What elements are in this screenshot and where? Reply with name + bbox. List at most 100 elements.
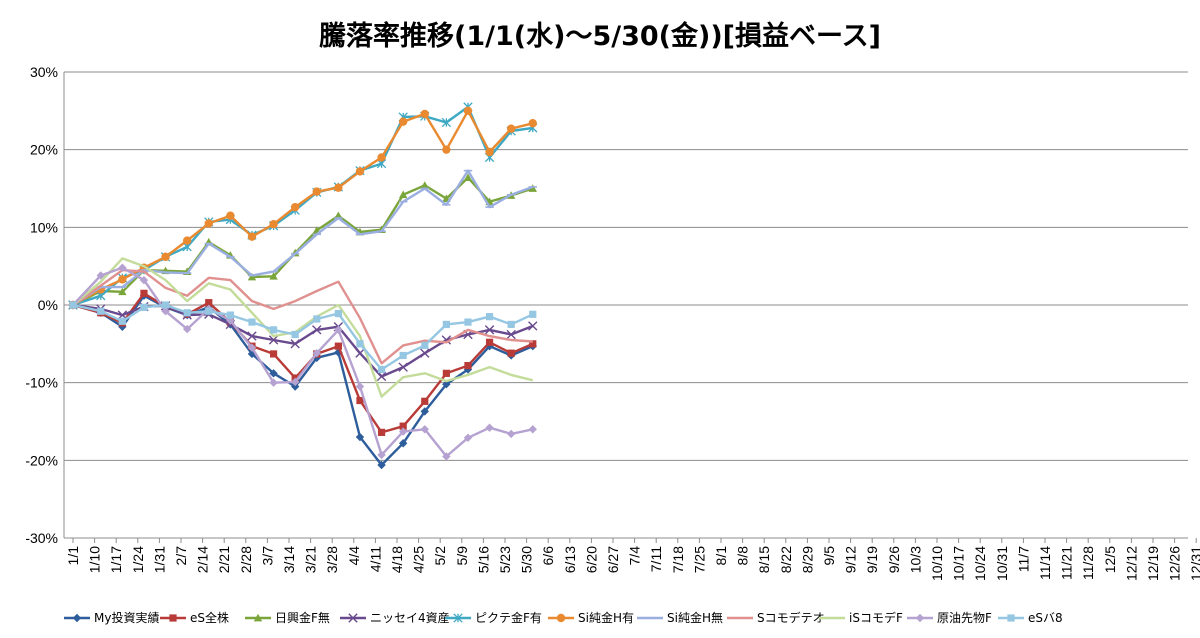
data-point xyxy=(507,320,515,329)
data-point xyxy=(291,330,299,339)
data-point xyxy=(290,382,300,391)
legend-swatch-marker xyxy=(1007,614,1015,622)
x-tick-label: 7/25 xyxy=(691,546,707,573)
x-tick-label: 7/11 xyxy=(648,546,664,572)
data-point xyxy=(226,211,235,220)
data-point xyxy=(312,348,321,358)
data-point xyxy=(398,439,408,448)
x-tick-label: 3/28 xyxy=(324,546,340,573)
x-tick-label: 4/4 xyxy=(346,546,362,566)
series-line xyxy=(72,176,534,307)
x-tick-label: 11/7 xyxy=(1015,546,1031,572)
data-point xyxy=(356,340,364,348)
x-tick-label: 3/21 xyxy=(303,546,319,573)
x-tick-label: 4/25 xyxy=(411,546,427,573)
x-tick-label: 9/12 xyxy=(843,546,859,573)
data-point xyxy=(463,433,473,443)
data-point xyxy=(247,343,257,352)
data-point xyxy=(355,432,365,442)
legend-label: My投資実績 xyxy=(94,610,159,625)
legend-label: Si純金H有 xyxy=(578,610,634,625)
data-point xyxy=(355,348,365,358)
legend-label: Si純金H無 xyxy=(667,610,723,625)
data-point xyxy=(118,275,127,284)
data-point xyxy=(356,396,364,405)
legend-label: eSバ8 xyxy=(1028,611,1063,625)
legend-label: eS全株 xyxy=(190,610,229,625)
x-tick-label: 5/16 xyxy=(475,546,491,573)
x-tick-label: 1/24 xyxy=(130,546,146,573)
data-point xyxy=(420,181,429,189)
data-point xyxy=(529,310,537,318)
x-tick-label: 9/26 xyxy=(886,546,902,573)
x-tick-label: 12/19 xyxy=(1145,546,1161,581)
data-point xyxy=(334,325,343,335)
y-tick-label: 0% xyxy=(38,297,58,313)
x-tick-label: 11/14 xyxy=(1037,546,1053,580)
x-tick-label: 11/28 xyxy=(1080,546,1096,580)
data-point xyxy=(290,377,300,387)
legend-swatch-marker xyxy=(556,613,566,623)
legend-entry: iSコモデF xyxy=(819,610,903,625)
data-point xyxy=(140,303,148,311)
data-point xyxy=(118,287,127,296)
data-point xyxy=(269,378,278,387)
legend-label: 日興金F無 xyxy=(275,610,330,625)
data-point xyxy=(420,109,429,119)
x-tick-label: 4/11 xyxy=(367,546,383,572)
data-point xyxy=(334,342,342,350)
data-point xyxy=(161,252,170,262)
data-point xyxy=(118,263,127,272)
data-point xyxy=(269,369,278,378)
data-point xyxy=(97,307,105,315)
gridlines xyxy=(64,71,1188,539)
data-point xyxy=(205,307,213,315)
x-tick-label: 3/7 xyxy=(259,546,275,566)
x-tick-label: 5/30 xyxy=(519,546,535,573)
series-2 xyxy=(68,173,537,309)
data-point xyxy=(506,329,516,340)
x-tick-label: 10/10 xyxy=(929,546,945,581)
data-point xyxy=(442,369,450,377)
series-1 xyxy=(69,289,537,436)
legend-swatch-marker xyxy=(453,613,463,623)
data-point xyxy=(442,145,451,154)
data-point xyxy=(484,325,495,335)
data-point xyxy=(485,147,494,157)
legend-entry: Si純金H有 xyxy=(548,610,634,625)
data-point xyxy=(398,362,408,372)
data-point xyxy=(118,317,126,325)
x-tick-label: 1/31 xyxy=(151,546,167,573)
x-tick-label: 2/21 xyxy=(216,546,232,573)
data-point xyxy=(376,371,387,382)
legend-entry: ピクテ金F有 xyxy=(445,610,542,625)
data-point xyxy=(442,452,451,461)
legend-entry: ニッセイ4資産 xyxy=(340,610,450,625)
data-point xyxy=(528,321,538,331)
data-point xyxy=(269,326,278,334)
data-point xyxy=(377,450,386,460)
x-tick-label: 2/7 xyxy=(173,546,189,566)
data-point xyxy=(377,428,386,436)
data-point xyxy=(442,380,451,389)
x-tick-label: 10/24 xyxy=(972,546,988,581)
legend-swatch-marker xyxy=(253,613,263,622)
data-point xyxy=(247,331,257,341)
x-tick-label: 6/20 xyxy=(583,546,599,573)
x-tick-label: 10/17 xyxy=(951,546,967,581)
data-point xyxy=(421,397,429,405)
data-point xyxy=(269,350,278,358)
data-point xyxy=(399,351,407,360)
x-tick-label: 5/23 xyxy=(497,546,513,573)
data-point xyxy=(506,124,516,133)
x-tick-label: 4/18 xyxy=(389,546,405,573)
data-point xyxy=(290,202,300,212)
series-line xyxy=(72,303,534,378)
x-tick-label: 8/29 xyxy=(799,546,815,573)
data-point xyxy=(182,236,192,245)
data-point xyxy=(161,307,170,316)
x-tick-label: 1/10 xyxy=(87,546,103,573)
legend-entry: eSバ8 xyxy=(998,611,1063,625)
data-point xyxy=(398,190,408,199)
